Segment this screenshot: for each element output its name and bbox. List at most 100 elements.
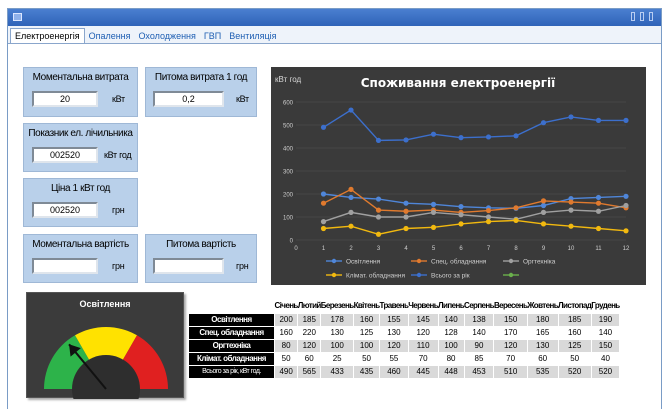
x-tick-label: 8 bbox=[514, 246, 518, 252]
tab-electricity[interactable]: Електроенергія bbox=[10, 28, 85, 43]
y-tick-label: 400 bbox=[283, 147, 294, 153]
price-per-kwh-card: Ціна 1 кВт год 002520 грн bbox=[23, 178, 138, 227]
table-cell: 40 bbox=[590, 351, 621, 366]
row-label: Спец. обладнання bbox=[188, 325, 275, 340]
row-label: Освітлення bbox=[188, 312, 275, 327]
specific-cost-card: Питома вартість грн bbox=[145, 234, 257, 283]
tab-bar: Електроенергія Опалення Охолодження ГВП … bbox=[8, 27, 661, 43]
data-point bbox=[375, 214, 382, 220]
data-point bbox=[623, 202, 629, 209]
table-cell: 125 bbox=[557, 338, 592, 353]
close-icon[interactable] bbox=[649, 12, 653, 21]
instant-consumption-field[interactable]: 20 bbox=[32, 91, 98, 107]
instant-consumption-unit: кВт bbox=[112, 94, 125, 104]
table-cell: 50 bbox=[557, 351, 592, 366]
table-cell: 178 bbox=[320, 312, 355, 327]
legend-label: Оргтехніка bbox=[523, 258, 556, 266]
data-point bbox=[375, 207, 382, 213]
data-point bbox=[540, 120, 547, 126]
legend-swatch-marker bbox=[508, 258, 514, 264]
table-cell: 448 bbox=[437, 364, 465, 379]
data-point bbox=[458, 135, 464, 141]
x-tick-label: 3 bbox=[377, 246, 381, 252]
tab-hot-water[interactable]: ГВП bbox=[203, 31, 222, 41]
data-point bbox=[485, 214, 492, 220]
month-header: Березень bbox=[320, 299, 354, 313]
legend-label: Спец. обладнання bbox=[431, 258, 487, 266]
month-header: Січень bbox=[274, 299, 298, 313]
meter-reading-card: Показник ел. лічильника 002520 кВт год bbox=[23, 123, 138, 172]
table-cell: 125 bbox=[353, 325, 381, 340]
data-point bbox=[540, 209, 547, 215]
x-tick-label: 6 bbox=[459, 246, 463, 252]
data-point bbox=[403, 200, 409, 206]
table-cell: 120 bbox=[379, 338, 409, 353]
tab-cooling[interactable]: Охолодження bbox=[138, 31, 196, 41]
table-cell: 55 bbox=[379, 351, 409, 366]
gauge-title: Освітлення bbox=[79, 299, 131, 309]
minimize-icon[interactable] bbox=[631, 12, 635, 21]
month-header: Грудень bbox=[591, 299, 620, 313]
month-header: Травень bbox=[379, 299, 409, 313]
table-cell: 50 bbox=[353, 351, 381, 366]
data-point bbox=[540, 221, 547, 227]
table-cell: 200 bbox=[273, 312, 299, 327]
table-cell: 60 bbox=[297, 351, 322, 366]
data-point bbox=[430, 224, 437, 230]
meter-reading-label: Показник ел. лічильника bbox=[28, 128, 133, 139]
x-tick-label: 5 bbox=[432, 246, 436, 252]
price-per-kwh-unit: грн bbox=[112, 205, 125, 215]
specific-cost-field[interactable] bbox=[153, 258, 224, 274]
x-tick-label: 11 bbox=[595, 246, 602, 252]
month-header: Листопад bbox=[558, 299, 592, 313]
app-icon bbox=[13, 13, 22, 21]
series-line bbox=[323, 193, 627, 209]
tab-heating[interactable]: Опалення bbox=[88, 31, 131, 41]
table-cell: 445 bbox=[407, 364, 439, 379]
y-tick-label: 0 bbox=[290, 239, 294, 245]
x-tick-label: 10 bbox=[568, 246, 575, 252]
maximize-icon[interactable] bbox=[640, 12, 644, 21]
table-cell: 110 bbox=[407, 338, 439, 353]
data-point bbox=[623, 117, 629, 123]
table-row: Спец. обладнання 160 220 130 125 130 120 128 140… bbox=[188, 325, 621, 340]
series-line bbox=[323, 204, 627, 223]
table-cell: 150 bbox=[493, 312, 528, 327]
specific-consumption-field[interactable]: 0,2 bbox=[153, 91, 224, 107]
x-tick-label: 0 bbox=[294, 246, 298, 252]
month-header: Вересень bbox=[493, 299, 528, 313]
instant-cost-unit: грн bbox=[112, 261, 125, 271]
table-cell: 185 bbox=[557, 312, 592, 327]
table-cell: 433 bbox=[320, 364, 355, 379]
specific-cost-label: Питома вартість bbox=[166, 239, 236, 250]
legend-swatch-marker bbox=[331, 258, 337, 264]
data-point bbox=[568, 223, 574, 229]
data-point bbox=[458, 212, 464, 218]
table-cell: 60 bbox=[526, 351, 559, 366]
table-cell: 128 bbox=[437, 325, 465, 340]
data-point bbox=[568, 207, 574, 213]
table-cell: 100 bbox=[320, 338, 355, 353]
table-cell: 180 bbox=[526, 312, 559, 327]
legend-swatch-marker bbox=[331, 272, 337, 278]
data-point bbox=[375, 196, 382, 202]
data-point bbox=[568, 199, 574, 205]
tab-ventilation[interactable]: Вентиляція bbox=[229, 31, 277, 41]
data-point bbox=[540, 198, 547, 204]
specific-consumption-label: Питома витрата 1 год bbox=[154, 72, 248, 83]
table-cell: 120 bbox=[493, 338, 528, 353]
series-line bbox=[323, 219, 627, 235]
instant-cost-field[interactable] bbox=[32, 258, 98, 274]
lighting-gauge: Освітлення bbox=[26, 292, 184, 416]
data-point bbox=[595, 117, 602, 123]
x-tick-label: 12 bbox=[623, 246, 630, 252]
data-point bbox=[623, 228, 629, 234]
price-per-kwh-field[interactable]: 002520 bbox=[32, 202, 98, 218]
instant-cost-label: Моментальна вартість bbox=[32, 239, 129, 250]
consumption-chart: кВт год Споживання електроенергії 0 100 20… bbox=[271, 67, 646, 285]
data-point bbox=[375, 231, 382, 237]
gauge-needle-head bbox=[69, 344, 81, 357]
meter-reading-field[interactable]: 002520 bbox=[32, 147, 98, 163]
data-point bbox=[348, 186, 354, 192]
data-point bbox=[595, 194, 602, 201]
